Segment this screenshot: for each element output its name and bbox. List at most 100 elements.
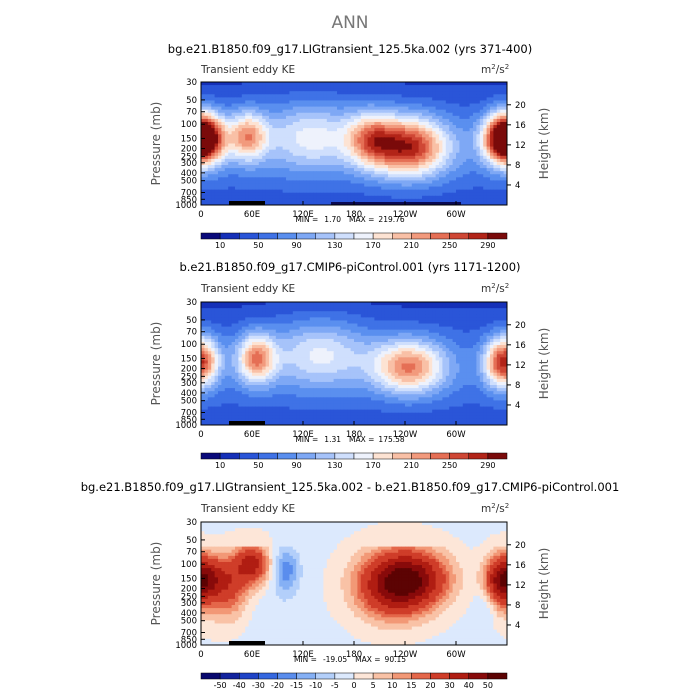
colorbar-swatch: [468, 672, 489, 680]
panel-2: b.e21.B1850.f09_g17.CMIP6-piControl.001 …: [149, 260, 551, 470]
colorbar-tick-label: 10: [215, 241, 225, 250]
min-label: MIN =: [294, 655, 317, 664]
x-tick-label: 60W: [446, 430, 466, 440]
colorbar-swatch: [372, 232, 393, 240]
colorbar-swatch: [219, 672, 240, 680]
x-tick-label: 180: [346, 210, 362, 220]
y-tick-label: 700: [181, 408, 197, 418]
colorbar-swatch: [277, 232, 297, 240]
colorbar-swatch: [392, 672, 412, 680]
y-tick-label: 30: [186, 78, 197, 88]
colorbar-tick-label: -20: [271, 681, 284, 690]
panel-3: bg.e21.B1850.f09_g17.LIGtransient_125.5k…: [81, 480, 620, 690]
x-tick-label: 60E: [244, 430, 260, 440]
colorbar-tick-label: -5: [331, 681, 339, 690]
colorbar-tick-label: 5: [371, 681, 376, 690]
y-axis-label: Pressure (mb): [149, 542, 163, 626]
colorbar-tick-label: 130: [327, 241, 342, 250]
colorbar-swatch: [315, 232, 336, 240]
figure-title: ANN: [331, 13, 368, 33]
colorbar-tick-label: 0: [351, 681, 356, 690]
y-tick-label: 150: [181, 354, 197, 364]
stats-label: MIN = 1.31 MAX = 175.58: [295, 435, 405, 444]
y-tick-label: 850: [181, 195, 197, 205]
y-tick-label: 250: [181, 152, 197, 162]
colorbar-swatch: [372, 672, 393, 680]
stats-label: MIN = 1.70 MAX = 219.76: [295, 215, 405, 224]
stats-label: MIN = -19.05 MAX = 90.15: [294, 655, 406, 664]
panel-subtitle: Transient eddy KE: [200, 283, 295, 295]
colorbar-swatch: [392, 452, 412, 460]
field-cells: [201, 302, 508, 426]
colorbar-swatch: [468, 452, 489, 460]
y-tick-label: 500: [181, 177, 197, 187]
colorbar-swatch: [200, 672, 221, 680]
panel-title: b.e21.B1850.f09_g17.CMIP6-piControl.001 …: [179, 260, 520, 274]
colorbar-tick-label: -15: [290, 681, 303, 690]
units-base: m: [481, 283, 491, 295]
colorbar-swatch: [315, 452, 336, 460]
colorbar-tick-label: 90: [292, 241, 302, 250]
units-sup: 2: [505, 282, 509, 290]
max-label: MAX =: [349, 215, 374, 224]
x-tick-label: 120W: [393, 650, 418, 660]
x-tick-label: 60E: [244, 650, 260, 660]
colorbar-swatch: [219, 452, 240, 460]
units-sup: 2: [505, 502, 509, 510]
colorbar-swatch: [487, 232, 508, 240]
colorbar-swatch: [334, 672, 355, 680]
colorbar-tick-label: 130: [327, 461, 342, 470]
min-label: MIN =: [295, 435, 318, 444]
colorbar-swatch: [296, 232, 316, 240]
terrain-mask: [229, 421, 265, 425]
y-right-tick-label: 8: [515, 161, 520, 171]
colorbar-tick-label: 30: [445, 681, 455, 690]
max-label: MAX =: [349, 435, 374, 444]
colorbar-tick-label: -10: [309, 681, 322, 690]
y-tick-label: 1000: [175, 201, 197, 211]
y-tick-label: 400: [181, 609, 197, 619]
colorbar-swatch: [449, 452, 469, 460]
x-tick-label: 120E: [292, 210, 314, 220]
colorbar-tick-label: 10: [215, 461, 225, 470]
colorbar-tick-label: 50: [253, 461, 263, 470]
colorbar-tick-label: 20: [425, 681, 435, 690]
units-base: m: [481, 64, 491, 76]
colorbar-tick-label: 210: [404, 241, 419, 250]
y-right-tick-label: 4: [515, 621, 520, 631]
y-tick-label: 850: [181, 635, 197, 645]
colorbar-tick-label: 250: [442, 241, 457, 250]
max-value: 90.15: [385, 655, 407, 664]
y-tick-label: 50: [186, 316, 197, 326]
x-tick-label: 120E: [292, 430, 314, 440]
y-tick-label: 30: [186, 298, 197, 308]
colorbar-swatch: [239, 232, 259, 240]
y-tick-label: 850: [181, 415, 197, 425]
y-axis-label-right: Height (km): [537, 328, 551, 399]
colorbar-swatch: [353, 452, 374, 460]
max-value: 219.76: [378, 215, 404, 224]
y-tick-label: 200: [181, 365, 197, 375]
colorbar-swatch: [239, 672, 259, 680]
y-right-tick-label: 16: [515, 121, 526, 131]
y-right-tick-label: 4: [515, 181, 520, 191]
colorbar-swatch: [200, 452, 221, 460]
x-tick-label: 120W: [393, 430, 418, 440]
units-label: m2/s2: [481, 502, 509, 515]
y-tick-label: 250: [181, 592, 197, 602]
x-tick-label: 120E: [292, 650, 314, 660]
colorbar-swatch: [277, 672, 297, 680]
y-axis-label: Pressure (mb): [149, 322, 163, 406]
colorbar-swatch: [334, 232, 355, 240]
y-right-tick-label: 12: [515, 361, 526, 371]
colorbar-swatch: [449, 672, 469, 680]
colorbar-swatch: [372, 452, 393, 460]
colorbar-tick-label: -50: [214, 681, 227, 690]
colorbar-swatch: [200, 232, 221, 240]
x-tick-label: 60E: [244, 210, 260, 220]
field-cells: [201, 522, 508, 646]
min-value: -19.05: [323, 655, 347, 664]
y-right-tick-label: 16: [515, 561, 526, 571]
y-tick-label: 150: [181, 134, 197, 144]
